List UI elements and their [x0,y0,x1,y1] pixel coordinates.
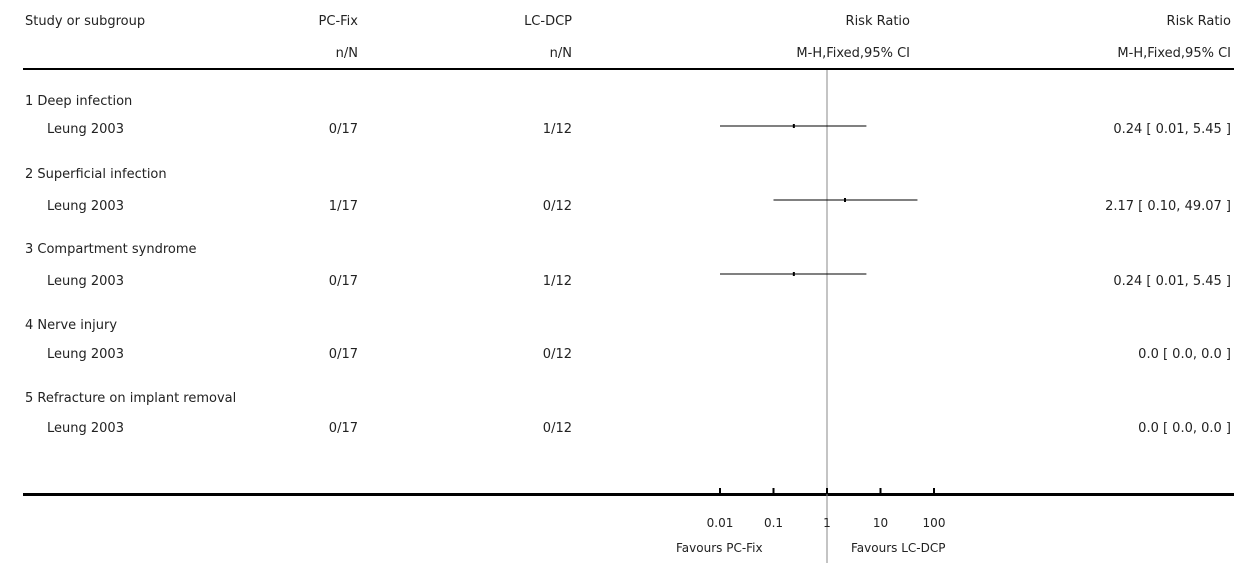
group2-events: 0/12 [542,199,572,214]
group1-subheader: n/N [335,46,358,61]
subgroup-label: 3 Compartment syndrome [25,242,197,257]
axis-tick-label: 10 [873,516,888,530]
axis-tick-label: 100 [923,516,946,530]
subgroup-label: 2 Superficial infection [25,167,167,182]
study-name: Leung 2003 [47,199,124,214]
study-name: Leung 2003 [47,347,124,362]
study-name: Leung 2003 [47,274,124,289]
plot-header: Risk Ratio [845,14,910,29]
risk-ratio-estimate: 0.0 [ 0.0, 0.0 ] [1138,421,1231,436]
favours-left-label: Favours PC-Fix [676,541,763,555]
favours-right-label: Favours LC-DCP [851,541,946,555]
group1-events: 0/17 [328,347,358,362]
point-estimate-marker [844,198,847,202]
group2-events: 1/12 [542,274,572,289]
risk-ratio-estimate: 0.24 [ 0.01, 5.45 ] [1113,122,1231,137]
group1-header: PC-Fix [318,14,358,29]
subgroup-label: 5 Refracture on implant removal [25,391,237,406]
group2-events: 0/12 [542,347,572,362]
risk-ratio-estimate: 2.17 [ 0.10, 49.07 ] [1105,199,1231,214]
group2-subheader: n/N [549,46,572,61]
risk-ratio-estimate: 0.24 [ 0.01, 5.45 ] [1113,274,1231,289]
header-divider [23,68,1234,70]
estimate-subheader: M-H,Fixed,95% CI [1117,46,1231,61]
group1-events: 0/17 [328,274,358,289]
plot-subheader: M-H,Fixed,95% CI [796,46,910,61]
point-estimate-marker [792,272,795,276]
group1-events: 0/17 [328,122,358,137]
group1-events: 0/17 [328,421,358,436]
point-estimate-marker [792,124,795,128]
group2-events: 0/12 [542,421,572,436]
axis-tick-label: 1 [823,516,831,530]
subgroup-label: 1 Deep infection [25,94,133,109]
axis-tick-label: 0.1 [764,516,783,530]
subgroup-label: 4 Nerve injury [25,318,118,333]
study-name: Leung 2003 [47,421,124,436]
group2-events: 1/12 [542,122,572,137]
risk-ratio-estimate: 0.0 [ 0.0, 0.0 ] [1138,347,1231,362]
group1-events: 1/17 [328,199,358,214]
study-column-header: Study or subgroup [25,14,146,29]
group2-header: LC-DCP [524,14,572,29]
footer-divider [23,493,1234,496]
study-name: Leung 2003 [47,122,124,137]
axis-tick-label: 0.01 [707,516,734,530]
estimate-header: Risk Ratio [1166,14,1231,29]
